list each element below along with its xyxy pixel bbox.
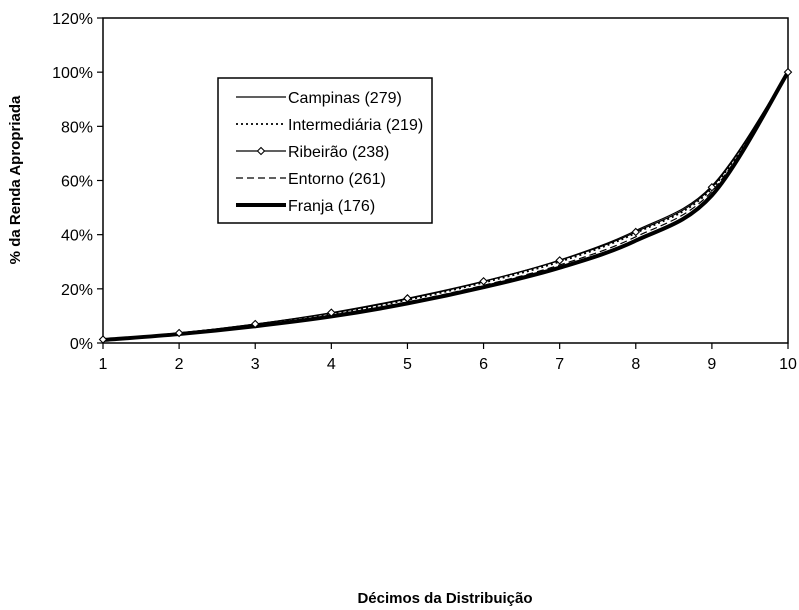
legend-entry-label: Franja (176)	[288, 198, 375, 215]
x-tick-label: 7	[555, 356, 564, 373]
x-axis-label: Décimos da Distribuição	[357, 590, 532, 607]
x-tick-label: 10	[779, 356, 797, 373]
y-tick-label: 100%	[52, 65, 93, 82]
x-tick-label: 6	[479, 356, 488, 373]
series-line	[102, 71, 789, 341]
y-tick-label: 40%	[61, 228, 93, 245]
series-line	[102, 71, 789, 341]
x-tick-label: 9	[707, 356, 716, 373]
y-tick-label: 20%	[61, 282, 93, 299]
legend-entry-label: Entorno (261)	[288, 171, 386, 188]
series-point	[479, 276, 488, 286]
series-layer	[98, 67, 793, 344]
series-line	[102, 71, 789, 341]
series-point	[327, 308, 336, 317]
series-point	[707, 182, 717, 192]
legend: Campinas (279) Intermediária (219) Ribeirã…	[217, 77, 433, 224]
x-tick-label: 1	[99, 356, 108, 373]
legend-marker	[256, 146, 266, 156]
series-point	[555, 256, 564, 265]
series-line	[102, 71, 789, 341]
series-point	[783, 67, 793, 77]
y-tick-label: 120%	[52, 11, 93, 28]
y-axis-ticks: 0% 20% 40% 60% 80% 100% 120%	[52, 11, 103, 353]
x-tick-label: 3	[251, 356, 260, 373]
x-tick-label: 5	[403, 356, 412, 373]
series-line	[102, 71, 790, 343]
y-tick-label: 80%	[61, 119, 93, 136]
x-axis-ticks: 1 2 3 4 5 6 7 8 9 10	[99, 343, 797, 373]
y-tick-label: 60%	[61, 174, 93, 191]
series-point	[631, 227, 641, 237]
legend-entry-label: Campinas (279)	[288, 90, 402, 107]
x-tick-label: 2	[175, 356, 184, 373]
legend-entry-label: Ribeirão (238)	[288, 144, 389, 161]
legend-entry-label: Intermediária (219)	[288, 117, 423, 134]
x-tick-label: 8	[631, 356, 640, 373]
series-point	[174, 328, 184, 338]
series-point	[250, 319, 260, 329]
series-point	[98, 335, 108, 344]
y-axis-label: % da Renda Apropriada	[7, 95, 24, 264]
y-tick-label: 0%	[70, 336, 93, 353]
series-point	[403, 294, 412, 303]
x-tick-label: 4	[327, 356, 336, 373]
